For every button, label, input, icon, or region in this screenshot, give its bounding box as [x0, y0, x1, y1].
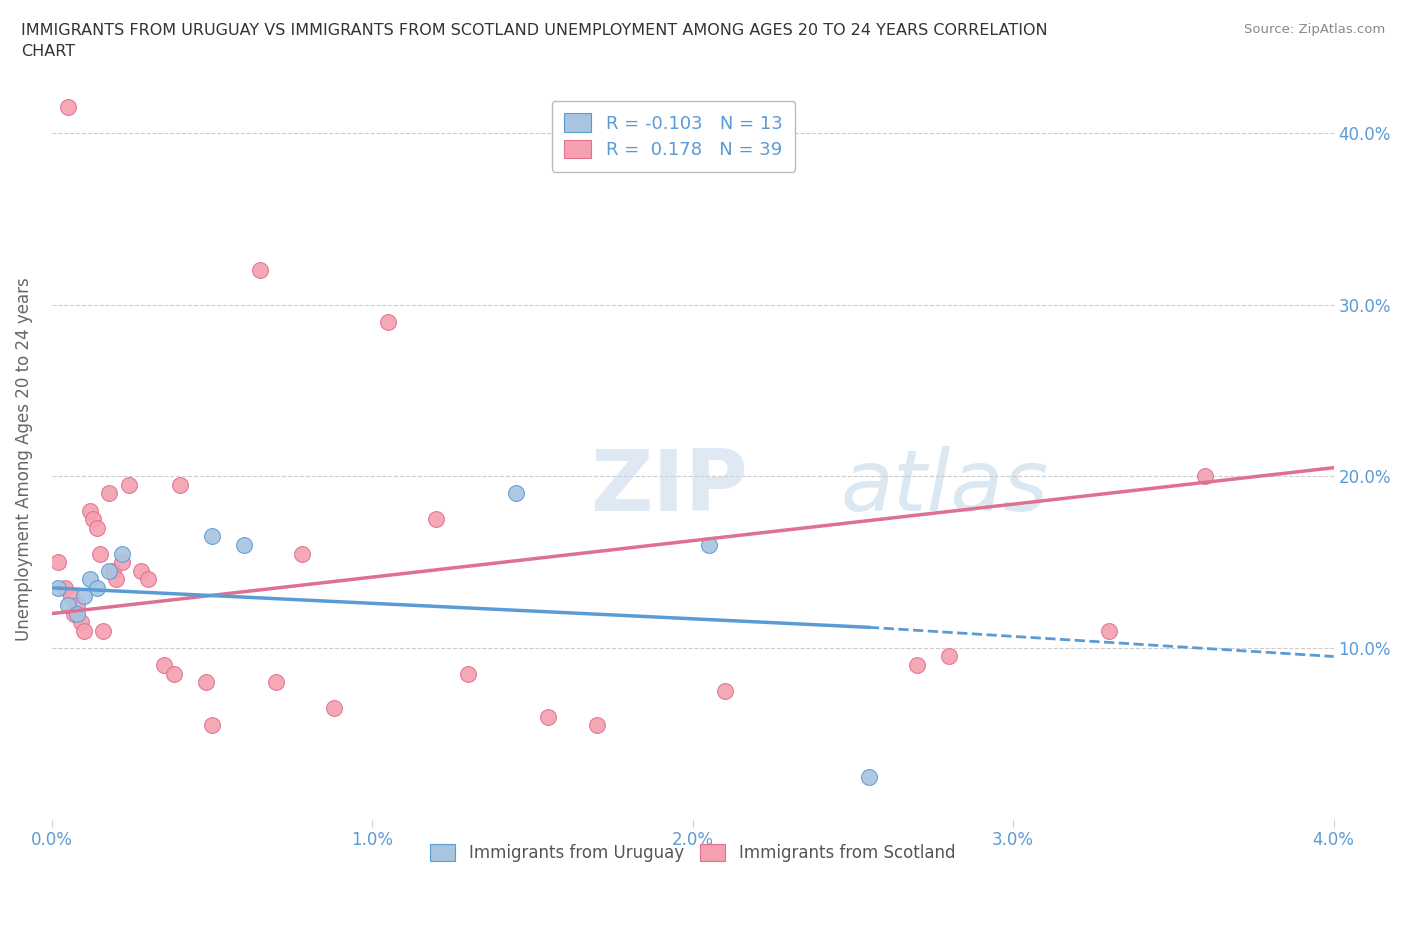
Point	[56, 598, 79, 613]
Point	[59, 589, 82, 604]
Point	[264, 675, 287, 690]
Point	[505, 486, 527, 501]
Point	[713, 684, 735, 698]
Y-axis label: Unemployment Among Ages 20 to 24 years: Unemployment Among Ages 20 to 24 years	[15, 277, 32, 641]
Point	[905, 658, 928, 672]
Point	[69, 615, 91, 630]
Point	[585, 718, 607, 733]
Text: ZIP: ZIP	[591, 446, 748, 529]
Point	[457, 666, 479, 681]
Point	[131, 564, 153, 578]
Point	[66, 606, 89, 621]
Point	[98, 486, 121, 501]
Point	[377, 314, 399, 329]
Point	[169, 477, 191, 492]
Point	[697, 538, 720, 552]
Text: IMMIGRANTS FROM URUGUAY VS IMMIGRANTS FROM SCOTLAND UNEMPLOYMENT AMONG AGES 20 T: IMMIGRANTS FROM URUGUAY VS IMMIGRANTS FR…	[21, 23, 1047, 60]
Point	[46, 580, 69, 595]
Point	[118, 477, 141, 492]
Text: Source: ZipAtlas.com: Source: ZipAtlas.com	[1244, 23, 1385, 36]
Point	[79, 503, 101, 518]
Point	[79, 572, 101, 587]
Point	[86, 520, 108, 535]
Text: atlas: atlas	[841, 446, 1047, 529]
Point	[194, 675, 217, 690]
Point	[201, 718, 224, 733]
Point	[73, 623, 96, 638]
Point	[66, 598, 89, 613]
Point	[136, 572, 159, 587]
Point	[1098, 623, 1121, 638]
Point	[82, 512, 104, 526]
Point	[858, 769, 880, 784]
Point	[153, 658, 176, 672]
Point	[73, 589, 96, 604]
Point	[111, 554, 134, 569]
Point	[46, 554, 69, 569]
Point	[101, 564, 124, 578]
Point	[111, 546, 134, 561]
Point	[291, 546, 314, 561]
Point	[89, 546, 111, 561]
Point	[201, 529, 224, 544]
Point	[938, 649, 960, 664]
Point	[425, 512, 447, 526]
Point	[104, 572, 127, 587]
Point	[249, 263, 271, 278]
Point	[537, 710, 560, 724]
Point	[63, 606, 86, 621]
Point	[53, 580, 76, 595]
Point	[56, 100, 79, 114]
Point	[1194, 469, 1216, 484]
Point	[86, 580, 108, 595]
Point	[233, 538, 256, 552]
Point	[322, 700, 344, 715]
Point	[91, 623, 114, 638]
Legend: Immigrants from Uruguay, Immigrants from Scotland: Immigrants from Uruguay, Immigrants from…	[423, 837, 962, 869]
Point	[98, 564, 121, 578]
Point	[162, 666, 184, 681]
